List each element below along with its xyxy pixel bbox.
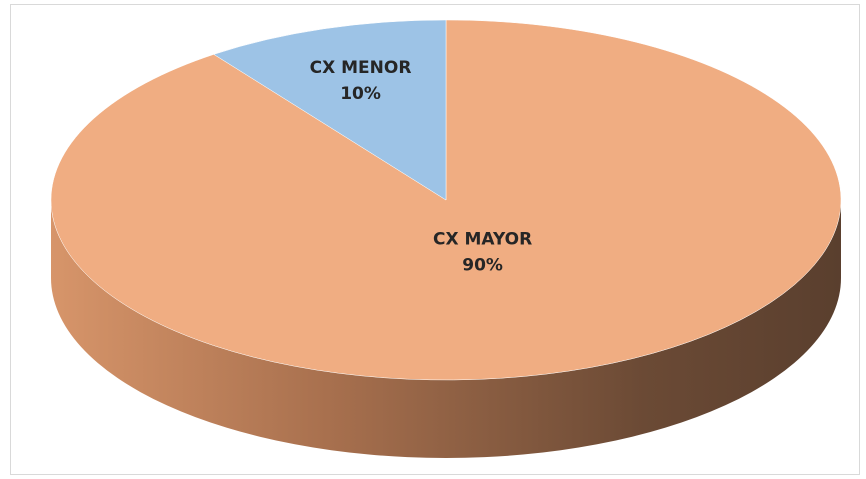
slice-value-label: 10%	[340, 84, 381, 104]
pie-side	[51, 200, 841, 458]
plot-area: CX MAYOR 90% CX MENOR 10%	[50, 19, 842, 458]
slice-label: CX MENOR	[310, 58, 412, 78]
slice-value-label: 90%	[462, 255, 503, 275]
slice-label: CX MAYOR	[433, 229, 532, 249]
pie-slice	[213, 19, 447, 201]
